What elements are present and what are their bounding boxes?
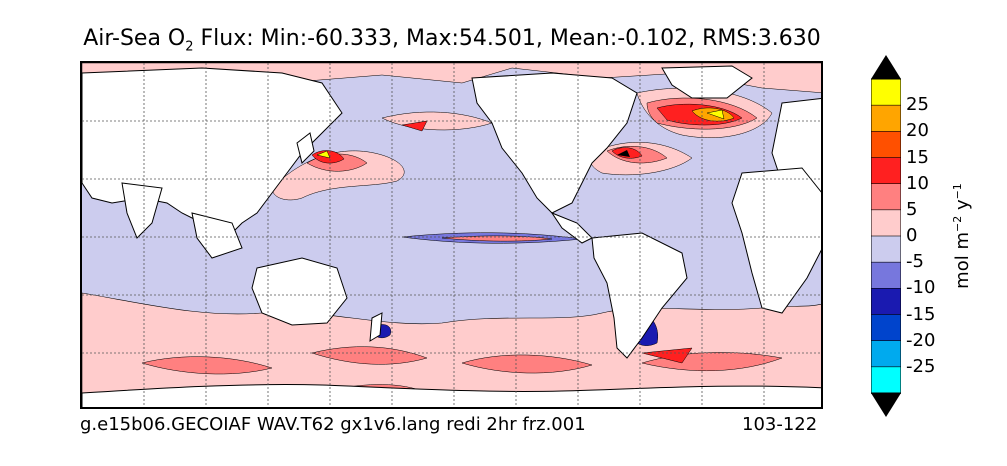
colorbar-tick-label: 20 [906,120,929,142]
alaska-flux [401,120,428,132]
colorbar-tick-label: -10 [906,277,936,299]
colorbar-segment [871,314,901,342]
land-north-america [471,72,638,214]
colorbar-tick-label: 5 [906,198,918,220]
colorbar-segment [871,261,901,290]
colorbar-tick-label: -5 [906,251,924,273]
colorbar-tick-label: 0 [906,225,918,246]
colorbar-segment [871,104,901,133]
colorbar-segment [871,131,901,159]
flux-map-svg [82,63,821,407]
colorbar-tick-label: -20 [906,329,936,351]
case-name-label: g.e15b06.GECOIAF WAV.T62 gx1v6.lang redi… [80,414,586,435]
colorbar-tick-label: -15 [906,303,936,325]
land-australia [251,257,348,326]
land-india [121,182,163,239]
colorbar-segment [871,78,901,106]
southern-ocean-patch-5 [641,347,693,364]
colorbar-units-label: mol m−2 y−1 [951,183,973,289]
land-japan [296,132,315,164]
colorbar-segment [871,157,901,185]
colorbar-segment [871,288,901,316]
colorbar-segment [871,366,901,394]
colorbar-tick-label: 15 [906,146,929,168]
southern-ocean-patch-3 [461,354,593,374]
colorbar-tick-label: -25 [906,355,936,377]
colorbar-extend-top [871,55,901,79]
colorbar-segment [871,340,901,368]
land-new-zealand [369,312,383,342]
colorbar-tick-label: 10 [906,172,929,194]
colorbar-tick-label: 25 [906,94,929,116]
colorbar-segment [871,235,901,263]
land-antarctica [82,384,821,407]
land-greenland [661,65,753,99]
year-range-label: 103-122 [742,414,818,435]
colorbar-segment [871,183,901,211]
flux-map [80,61,823,409]
land-central-america [550,211,593,244]
gulf-stream-flux-peak [617,150,630,157]
colorbar-segment [871,209,901,237]
subpolar-atlantic-flux-peak [706,109,725,120]
equatorial-pacific-stripe-core [441,235,553,242]
figure-title: Air-Sea O2 Flux: Min:-60.333, Max:54.501… [83,26,821,55]
southern-ocean-patch-1 [141,356,273,375]
land-africa [731,167,821,314]
land-se-asia [191,212,243,259]
southern-ocean-patch-2 [311,346,428,365]
map-gridlines [82,63,821,407]
land-south-america [591,232,688,359]
colorbar-segments [871,78,901,394]
colorbar [871,55,901,417]
kuroshio-flux-peak [316,150,331,159]
colorbar-outline [871,78,901,394]
colorbar-extend-bottom [871,393,901,417]
